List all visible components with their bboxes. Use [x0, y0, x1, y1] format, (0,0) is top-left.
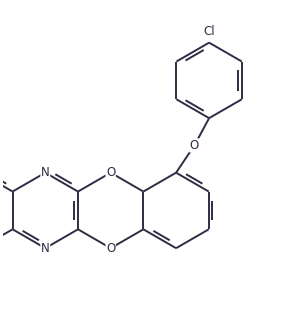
Text: O: O: [106, 166, 115, 179]
Text: N: N: [41, 242, 50, 255]
Text: O: O: [190, 139, 199, 152]
Text: O: O: [106, 242, 115, 255]
Text: N: N: [41, 166, 50, 179]
Text: Cl: Cl: [203, 26, 215, 39]
